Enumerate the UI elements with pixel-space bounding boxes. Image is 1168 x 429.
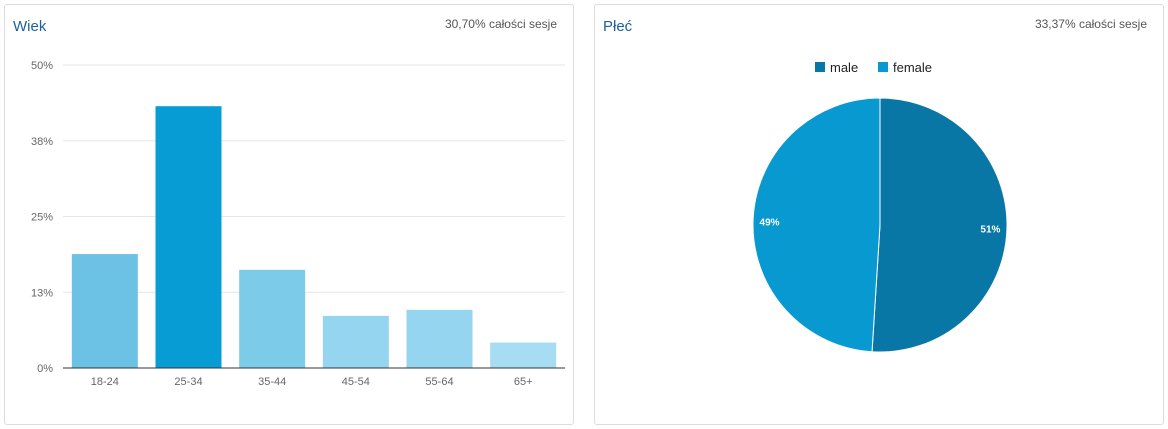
legend-label[interactable]: male xyxy=(830,60,858,75)
pie-slice[interactable] xyxy=(752,97,881,353)
age-panel-subtitle: 30,70% całości sesje xyxy=(444,17,557,31)
legend-swatch xyxy=(878,62,888,72)
x-tick-label: 65+ xyxy=(514,376,533,388)
bar[interactable] xyxy=(490,342,557,368)
y-tick-label: 38% xyxy=(31,136,53,148)
pie-slice[interactable] xyxy=(871,97,1008,353)
x-tick-label: 55-64 xyxy=(425,376,453,388)
y-tick-label: 50% xyxy=(31,60,53,72)
y-tick-label: 25% xyxy=(31,212,53,224)
x-tick-label: 35-44 xyxy=(258,376,286,388)
bar[interactable] xyxy=(239,269,306,368)
y-tick-label: 13% xyxy=(31,287,53,299)
gender-panel-subtitle: 33,37% całości sesje xyxy=(1034,17,1147,31)
x-tick-label: 25-34 xyxy=(174,376,202,388)
bar[interactable] xyxy=(155,106,222,368)
gender-pie-chart: male female 51% 49% xyxy=(752,60,1008,353)
bar[interactable] xyxy=(322,315,389,368)
legend-label[interactable]: female xyxy=(893,60,932,75)
age-panel-title[interactable]: Wiek xyxy=(13,18,47,35)
x-tick-label: 18-24 xyxy=(91,376,119,388)
gender-panel: Płeć 33,37% całości sesje male female 51% 4… xyxy=(594,4,1164,425)
gender-panel-title[interactable]: Płeć xyxy=(603,18,633,35)
pie-value-label: 51% xyxy=(980,224,1000,235)
y-tick-label: 0% xyxy=(37,363,53,375)
legend-swatch xyxy=(815,62,825,72)
age-panel: Wiek 30,70% całości sesje 0% 13% 25% 38% 50%… xyxy=(4,4,574,425)
age-bar-chart: 0% 13% 25% 38% 50% 18-24 25-34 35-44 45-54 55-64 6… xyxy=(31,60,565,388)
bar[interactable] xyxy=(406,309,473,368)
pie-value-label: 49% xyxy=(760,218,780,229)
bar[interactable] xyxy=(71,254,138,368)
x-tick-label: 45-54 xyxy=(342,376,370,388)
